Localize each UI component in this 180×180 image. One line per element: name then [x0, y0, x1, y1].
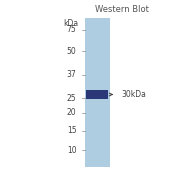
Bar [86, 90, 108, 99]
Text: 50: 50 [67, 47, 76, 56]
Text: 30kDa: 30kDa [122, 90, 146, 99]
Bar [85, 18, 110, 167]
Text: 10: 10 [67, 146, 76, 155]
Text: 75: 75 [67, 25, 76, 34]
Text: 20: 20 [67, 108, 76, 117]
Text: 15: 15 [67, 126, 76, 135]
Text: kDa: kDa [63, 19, 78, 28]
Text: 25: 25 [67, 94, 76, 103]
Text: Western Blot: Western Blot [95, 5, 149, 14]
Text: 37: 37 [67, 70, 76, 79]
